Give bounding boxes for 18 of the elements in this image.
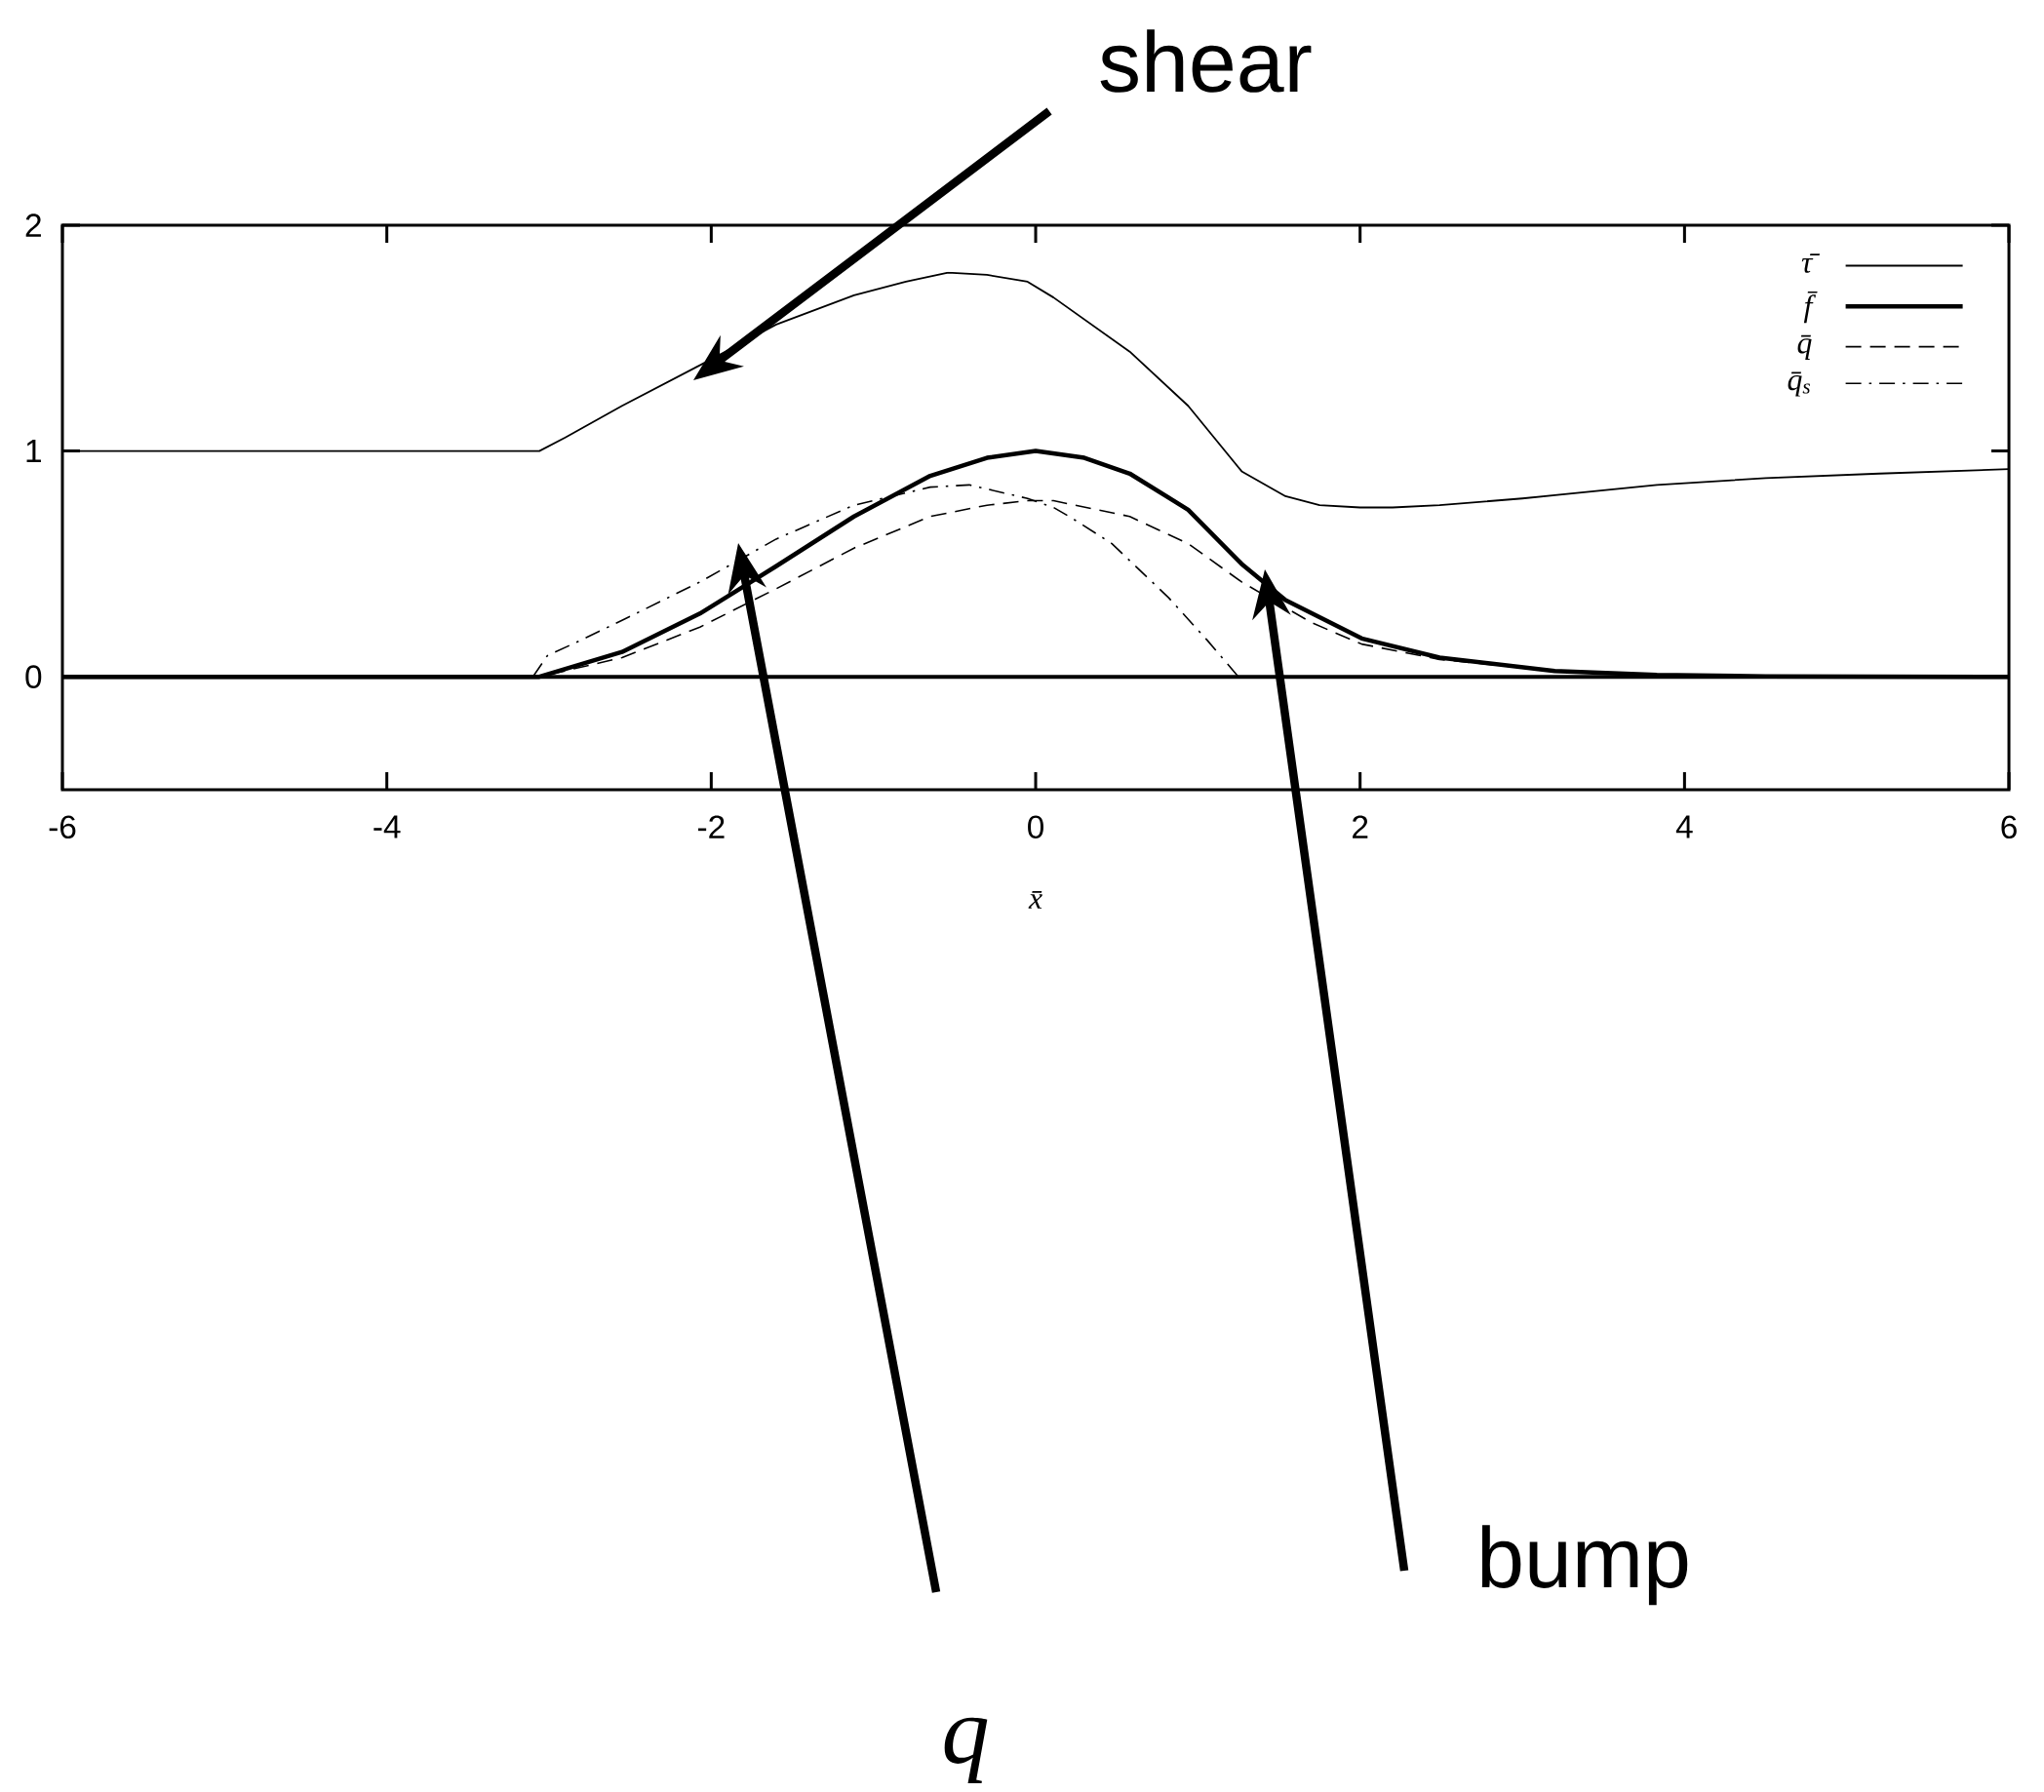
legend-label: q̄ (1797, 334, 1812, 360)
y-tick-label: 2 (25, 214, 41, 237)
x-tick-label: 0 (1028, 815, 1043, 839)
x-tick-label: -2 (697, 815, 725, 838)
legend-label: τ̄ (1801, 253, 1821, 273)
x-tick-label: -4 (373, 815, 401, 838)
legend-label: f̄ (1803, 291, 1818, 324)
x-tick-label: -6 (49, 815, 76, 839)
y-tick-label: 1 (26, 440, 41, 463)
x-tick-label: 6 (2001, 815, 2017, 839)
x-axis-title: x̄ (1028, 891, 1042, 909)
x-tick-label: 2 (1353, 815, 1368, 838)
text: bump (1481, 1525, 1688, 1606)
text: shear (1100, 29, 1312, 93)
text: q (944, 1717, 988, 1783)
y-tick-label: 0 (25, 665, 42, 689)
x-tick-label: 4 (1675, 815, 1693, 838)
legend-label: q̄$_{s}$ (1788, 371, 1810, 397)
